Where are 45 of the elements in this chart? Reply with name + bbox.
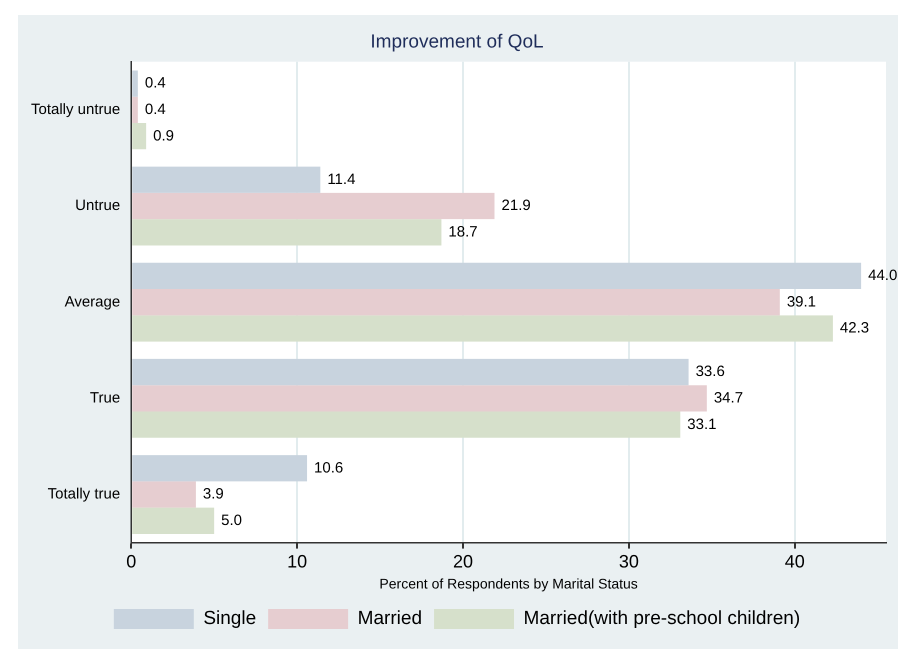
data-label: 10.6: [314, 459, 344, 476]
bar: [132, 166, 320, 193]
bar: [132, 315, 833, 342]
bar: [132, 508, 214, 534]
bar: [132, 192, 495, 220]
bar: [132, 455, 308, 482]
x-tick-label: 30: [618, 551, 639, 572]
y-tick-label: Average: [64, 293, 120, 310]
bar: [132, 96, 138, 124]
data-label: 11.4: [327, 170, 356, 188]
bar: [132, 289, 780, 316]
legend-label: Married(with pre-school children): [524, 608, 800, 630]
data-label: 0.4: [144, 101, 166, 118]
legend-label: Married: [358, 608, 422, 630]
data-label: 44.0: [868, 267, 898, 284]
data-label: 21.9: [502, 197, 531, 214]
x-tick-label: 20: [452, 551, 474, 572]
data-label: 39.1: [786, 293, 816, 310]
bar: [132, 412, 680, 438]
data-label: 42.3: [840, 320, 870, 337]
data-label: 0.9: [153, 127, 174, 144]
x-tick-label: 10: [287, 551, 308, 572]
legend-label: Single: [203, 608, 256, 630]
bar: [132, 70, 138, 97]
y-tick-label: True: [90, 390, 120, 406]
x-axis-title: Percent of Respondents by Marital Status: [379, 575, 638, 592]
data-label: 18.7: [448, 223, 478, 240]
data-label: 3.9: [202, 486, 224, 503]
bar: [132, 385, 707, 412]
data-label: 33.1: [687, 416, 717, 433]
bar: [132, 262, 862, 290]
bar: [132, 219, 442, 246]
y-tick-label: Totally true: [48, 486, 120, 503]
bar: [132, 481, 196, 508]
bar: [132, 123, 146, 150]
data-label: 33.6: [696, 363, 725, 380]
data-label: 0.4: [144, 74, 166, 92]
data-label: 34.7: [714, 390, 744, 406]
y-tick-label: Totally untrue: [31, 101, 120, 118]
bar: [132, 358, 689, 386]
chart-title: Improvement of QoL: [370, 32, 544, 53]
x-tick-label: 0: [126, 551, 136, 572]
data-label: 5.0: [221, 512, 242, 529]
x-tick-label: 40: [784, 551, 805, 572]
y-tick-label: Untrue: [75, 197, 120, 214]
